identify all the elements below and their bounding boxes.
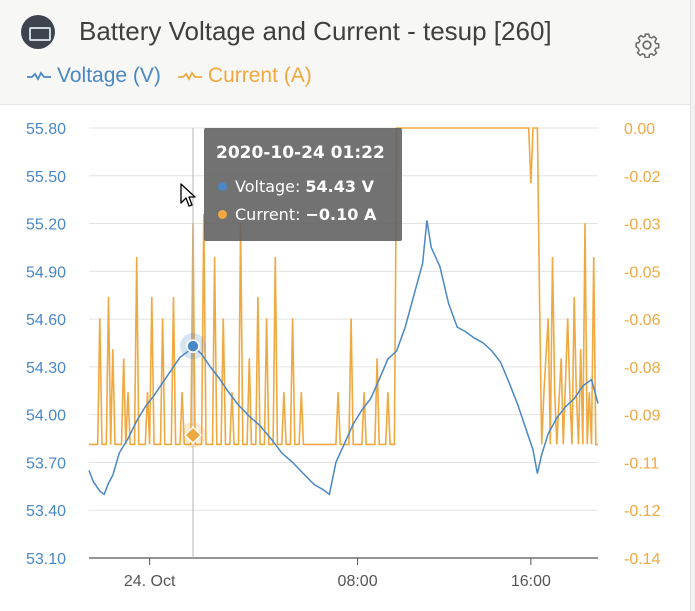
y-right-tick-label: -0.06 bbox=[624, 312, 661, 329]
y-left-tick-label: 53.40 bbox=[26, 503, 66, 520]
mouse-cursor-icon bbox=[180, 183, 196, 207]
y-right-tick-label: -0.05 bbox=[624, 264, 661, 281]
current-series-line bbox=[89, 127, 598, 446]
y-right-tick-label: -0.11 bbox=[624, 455, 659, 472]
y-left-tick-label: 54.30 bbox=[26, 360, 66, 377]
y-right-tick-label: -0.14 bbox=[624, 551, 661, 568]
battery-chart[interactable]: 55.80 0.00 55.50 -0.02 55.20 -0.03 54.90 -0.05 5… bbox=[0, 105, 690, 611]
y-left-tick-label: 54.90 bbox=[26, 264, 66, 281]
legend-item-voltage[interactable]: Voltage (V) bbox=[26, 64, 161, 88]
tooltip-current-value: −0.10 A bbox=[305, 205, 377, 224]
y-left-tick-label: 54.00 bbox=[26, 408, 66, 425]
tooltip-current-label: Current: bbox=[235, 205, 301, 224]
y-left-tick-label: 55.80 bbox=[26, 121, 66, 138]
y-left-tick-label: 54.60 bbox=[26, 312, 66, 329]
y-right-tick-label: 0.00 bbox=[624, 121, 655, 138]
y-left-tick-label: 53.10 bbox=[26, 551, 66, 568]
legend-item-current[interactable]: Current (A) bbox=[177, 64, 312, 88]
widget-title: Battery Voltage and Current - tesup [260… bbox=[79, 16, 552, 46]
voltage-line-icon bbox=[27, 71, 51, 81]
voltage-hover-marker bbox=[186, 339, 200, 353]
y-right-tick-label: -0.12 bbox=[624, 503, 661, 520]
tooltip-voltage-row: Voltage: 54.43 V bbox=[218, 177, 374, 196]
tooltip-time: 2020-10-24 01:22 bbox=[216, 143, 385, 163]
current-line-icon bbox=[177, 71, 202, 81]
y-right-tick-label: -0.03 bbox=[624, 217, 661, 234]
legend-label-current: Current (A) bbox=[207, 64, 312, 87]
voltage-dot-icon bbox=[218, 182, 227, 191]
y-left-tick-label: 53.70 bbox=[26, 455, 66, 472]
battery-monitor-icon bbox=[21, 15, 55, 49]
y-left-tick-label: 55.20 bbox=[26, 217, 66, 234]
y-right-tick-label: -0.08 bbox=[624, 360, 661, 377]
tooltip-current-row: Current: −0.10 A bbox=[218, 205, 376, 224]
tooltip-voltage-value: 54.43 V bbox=[305, 177, 374, 196]
chart-tooltip: 2020-10-24 01:22 Voltage: 54.43 V Curren… bbox=[204, 128, 402, 241]
current-hover-marker bbox=[183, 426, 203, 445]
tooltip-voltage-label: Voltage: bbox=[235, 177, 301, 196]
y-left-tick-label: 55.50 bbox=[26, 169, 66, 186]
x-tick-label: 16:00 bbox=[511, 573, 551, 590]
current-dot-icon bbox=[218, 210, 227, 219]
y-right-tick-label: -0.02 bbox=[624, 169, 661, 186]
widget-header: Battery Voltage and Current - tesup [260… bbox=[0, 0, 690, 105]
legend-label-voltage: Voltage (V) bbox=[57, 64, 161, 87]
voltage-series-line bbox=[88, 220, 599, 496]
chart-legend: Voltage (V) Current (A) bbox=[26, 61, 328, 91]
x-tick-label: 08:00 bbox=[338, 573, 378, 590]
y-right-tick-label: -0.09 bbox=[624, 408, 661, 425]
gear-icon[interactable] bbox=[634, 32, 660, 58]
x-tick-label: 24. Oct bbox=[124, 573, 176, 590]
